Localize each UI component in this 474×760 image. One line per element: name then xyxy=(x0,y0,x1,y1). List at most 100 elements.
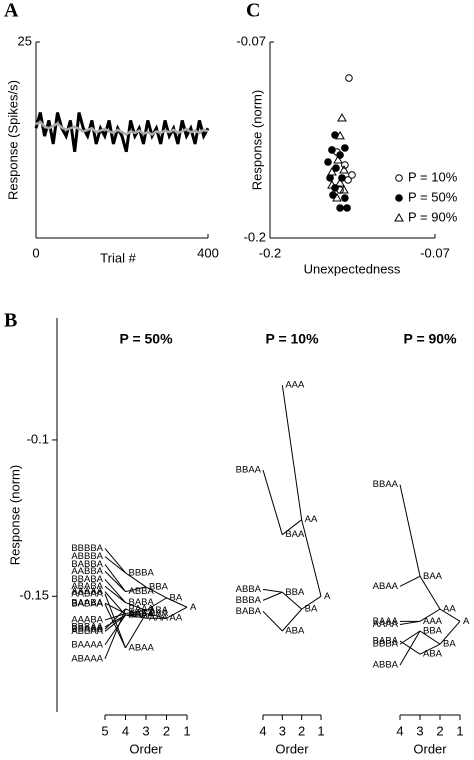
x-axis-label: Order xyxy=(129,741,163,756)
x-tick-label: 3 xyxy=(279,723,286,738)
tree-edge xyxy=(419,630,441,645)
node-label: AAABA xyxy=(71,615,103,626)
triangle-marker xyxy=(339,185,349,194)
node-label: BBAA xyxy=(373,479,399,490)
circle-marker xyxy=(332,164,340,172)
node-label: ABAAA xyxy=(71,653,103,664)
x-axis-label: Unexpectedness xyxy=(304,261,401,276)
node-label: AA xyxy=(170,613,183,624)
tree-edge xyxy=(439,608,461,622)
panel-letter: B xyxy=(4,310,17,332)
tree-edge xyxy=(104,556,126,574)
circle-marker xyxy=(324,158,332,166)
triangle-marker xyxy=(333,155,343,164)
triangle-marker xyxy=(394,212,404,222)
tree-edge xyxy=(281,385,303,520)
node-label: ABBAA xyxy=(71,626,103,637)
node-label: BAAA xyxy=(129,603,155,614)
circle-marker xyxy=(395,174,403,182)
x-tick-label: 3 xyxy=(142,723,149,738)
y-axis-label: Response (norm) xyxy=(249,90,264,190)
x-axis-label: Trial # xyxy=(100,250,136,265)
node-label: ABAA xyxy=(373,581,399,592)
tree-edge xyxy=(399,575,421,587)
tree-edge xyxy=(104,614,126,646)
circle-marker xyxy=(328,146,336,154)
x-tick-label: 400 xyxy=(197,245,219,260)
node-label: AA xyxy=(443,604,456,615)
tree-edge xyxy=(282,591,302,610)
node-label: BABA xyxy=(236,606,262,617)
triangle-marker xyxy=(335,130,345,140)
subplot-title: P = 90% xyxy=(403,331,457,347)
node-label: AAA xyxy=(423,616,443,627)
y-axis-label: Response (Spikes/s) xyxy=(5,80,20,200)
node-label: BBAAA xyxy=(71,624,103,635)
x-axis-label: Order xyxy=(275,741,309,756)
node-label: BAAAA xyxy=(71,639,103,650)
tree-edge xyxy=(262,469,283,535)
x-tick-label: 5 xyxy=(101,723,108,738)
node-label: BBA xyxy=(149,581,169,592)
tree-edge xyxy=(419,643,441,655)
tree-edge xyxy=(419,576,441,610)
node-label: BA xyxy=(170,592,183,603)
node-label: ABBA xyxy=(129,586,155,597)
node-label: AAA xyxy=(149,613,169,624)
y-tick-label: 25 xyxy=(18,33,32,48)
node-label: AABAA xyxy=(71,588,103,599)
triangle-marker xyxy=(327,180,337,189)
tree-edge xyxy=(125,602,147,611)
node-label: BBBAA xyxy=(71,621,103,632)
circle-marker xyxy=(343,204,351,212)
circle-marker xyxy=(395,194,403,202)
node-label: AAAAA xyxy=(71,586,103,597)
tree-edge xyxy=(104,548,126,574)
triangle-marker xyxy=(339,164,349,174)
circle-marker xyxy=(336,204,344,212)
tree-edge xyxy=(262,610,283,632)
tree-edge xyxy=(104,613,126,621)
tree-edge xyxy=(282,519,302,536)
triangle-marker xyxy=(332,193,342,202)
tree-edge xyxy=(419,608,441,622)
node-label: ABABA xyxy=(71,581,103,592)
node-label: ABBA xyxy=(236,584,262,595)
x-tick-label: 0 xyxy=(32,245,39,260)
panel-letter: C xyxy=(246,0,260,22)
x-tick-label: -0.2 xyxy=(259,245,281,260)
tree-edge xyxy=(104,570,126,592)
node-label: BBBA xyxy=(129,567,155,578)
x-tick-label: 1 xyxy=(183,723,190,738)
node-label: BBAA xyxy=(129,610,155,621)
tree-edge xyxy=(104,564,126,592)
node-label: BAA xyxy=(423,571,443,582)
x-tick-label: 1 xyxy=(317,723,324,738)
tree-edge xyxy=(166,606,188,619)
circle-marker xyxy=(341,194,349,202)
x-tick-label: 3 xyxy=(416,723,423,738)
y-tick-label: -0.15 xyxy=(19,588,49,603)
tree-edge xyxy=(104,593,126,649)
node-label: BBABA xyxy=(71,574,103,585)
triangle-marker xyxy=(327,166,337,176)
y-tick-label: -0.07 xyxy=(236,33,266,48)
node-label: AAAA xyxy=(129,610,155,621)
x-tick-label: 4 xyxy=(396,723,403,738)
node-label: BAA xyxy=(149,608,169,619)
subplot-title: P = 50% xyxy=(119,331,173,347)
node-label: BBAA xyxy=(236,464,262,475)
tree-edge xyxy=(399,620,421,625)
node-label: AAA xyxy=(285,380,305,391)
tree-edge xyxy=(262,591,283,601)
node-label: BABAA xyxy=(71,599,103,610)
x-tick-label: 2 xyxy=(163,723,170,738)
circle-marker xyxy=(345,74,353,82)
node-label: BBBBA xyxy=(71,543,103,554)
triangle-marker xyxy=(337,112,347,122)
node-label: ABAA xyxy=(129,642,155,653)
x-tick-label: 2 xyxy=(436,723,443,738)
trace xyxy=(34,112,210,153)
node-label: ABA xyxy=(285,626,305,637)
node-label: BBA xyxy=(423,626,443,637)
